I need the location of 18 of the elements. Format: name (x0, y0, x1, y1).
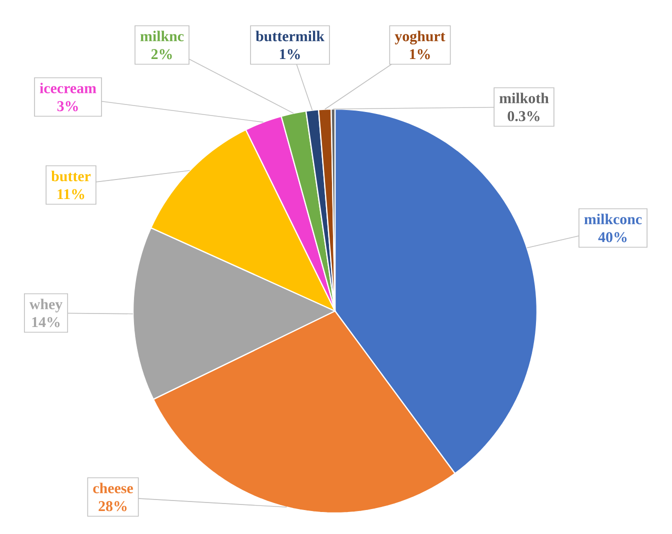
data-label: 2% (151, 49, 172, 60)
slice-label: buttermilk (256, 30, 324, 42)
slice-label: icecream (40, 82, 96, 94)
slice-label: cheese (93, 482, 133, 494)
data-label: 1% (410, 49, 430, 60)
data-label: 0.3% (508, 111, 540, 122)
slice-label: milknc (140, 30, 184, 42)
data-label: 28% (98, 501, 127, 512)
data-label: 40% (598, 232, 627, 242)
slice-label: yoghurt (394, 30, 446, 44)
slice-label: milkoth (500, 92, 549, 104)
data-label: 14% (32, 317, 60, 328)
slice-label: butter (51, 170, 91, 182)
data-label: 11% (58, 189, 84, 200)
slice-label: whey (29, 298, 62, 312)
data-label: 3% (57, 101, 78, 112)
slice-label: milkconc (584, 214, 642, 224)
data-label: 1% (280, 49, 300, 60)
